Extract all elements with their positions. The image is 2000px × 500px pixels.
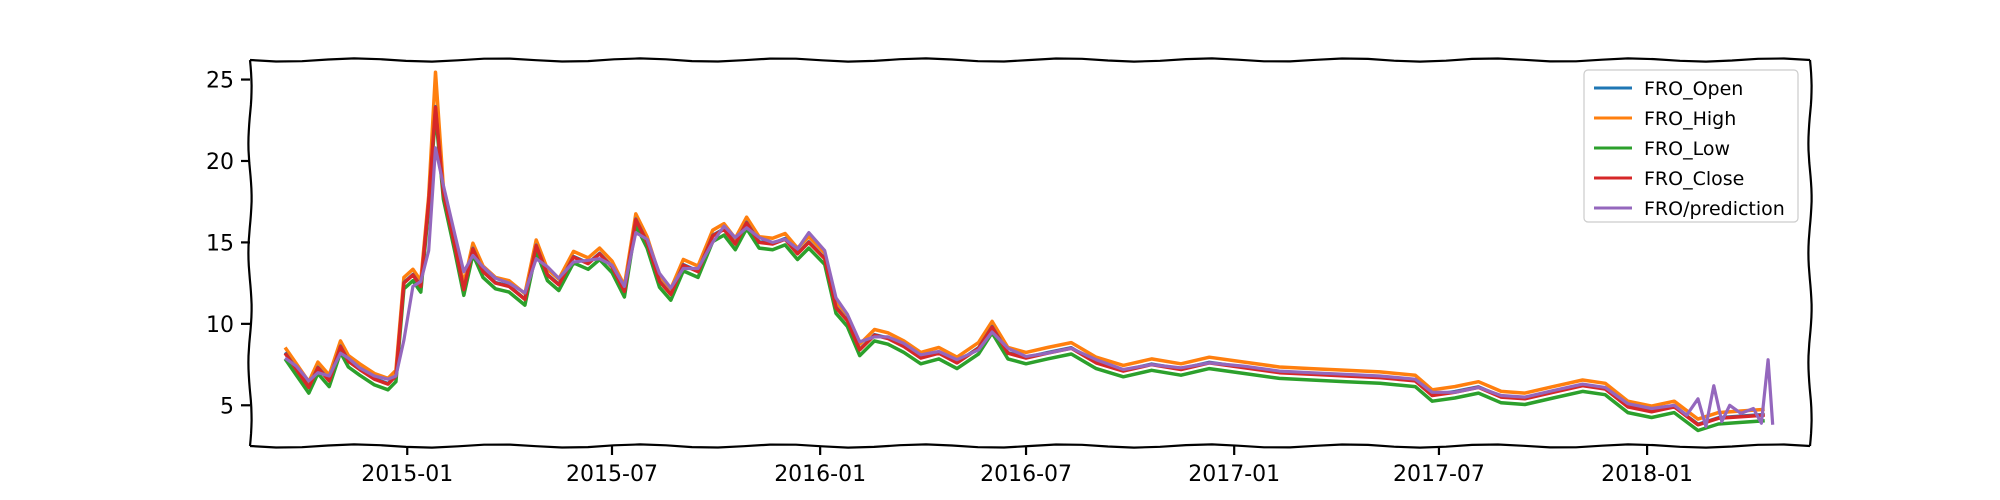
legend: FRO_Open FRO_High FRO_Low FRO_Close FRO/pred… <box>1583 69 1799 223</box>
y-tick-label: 15 <box>206 231 234 256</box>
x-tick-label: 2017-01 <box>1188 462 1280 487</box>
legend-box <box>1583 69 1799 223</box>
legend-entry-label: FRO_Low <box>1644 138 1730 160</box>
legend-entry-label: FRO_Close <box>1644 168 1744 190</box>
x-tick-label: 2015-07 <box>566 462 658 487</box>
y-tick-label: 25 <box>206 69 234 94</box>
legend-entry-label: FRO_Open <box>1644 78 1743 100</box>
series-line-fro-high <box>283 70 1765 421</box>
series-layer <box>283 70 1775 433</box>
x-tick-label: 2018-01 <box>1601 462 1693 487</box>
y-tick-label: 20 <box>206 150 234 175</box>
y-tick-label: 10 <box>206 313 234 338</box>
y-tick-label: 5 <box>220 394 234 419</box>
plot-background <box>250 60 1810 446</box>
x-tick-label: 2015-01 <box>361 462 453 487</box>
x-axis: 2015-01 2015-07 2016-01 2016-07 2017-01 2017-… <box>361 446 1693 487</box>
y-axis: 5 10 15 20 25 <box>206 69 250 419</box>
legend-entry-label: FRO_High <box>1644 108 1736 130</box>
x-tick-label: 2017-07 <box>1393 462 1485 487</box>
x-tick-label: 2016-01 <box>774 462 866 487</box>
x-tick-label: 2016-07 <box>980 462 1072 487</box>
plot-frame <box>247 57 1813 449</box>
legend-entry-label: FRO/prediction <box>1644 198 1785 220</box>
series-line-fro-prediction <box>284 146 1775 429</box>
